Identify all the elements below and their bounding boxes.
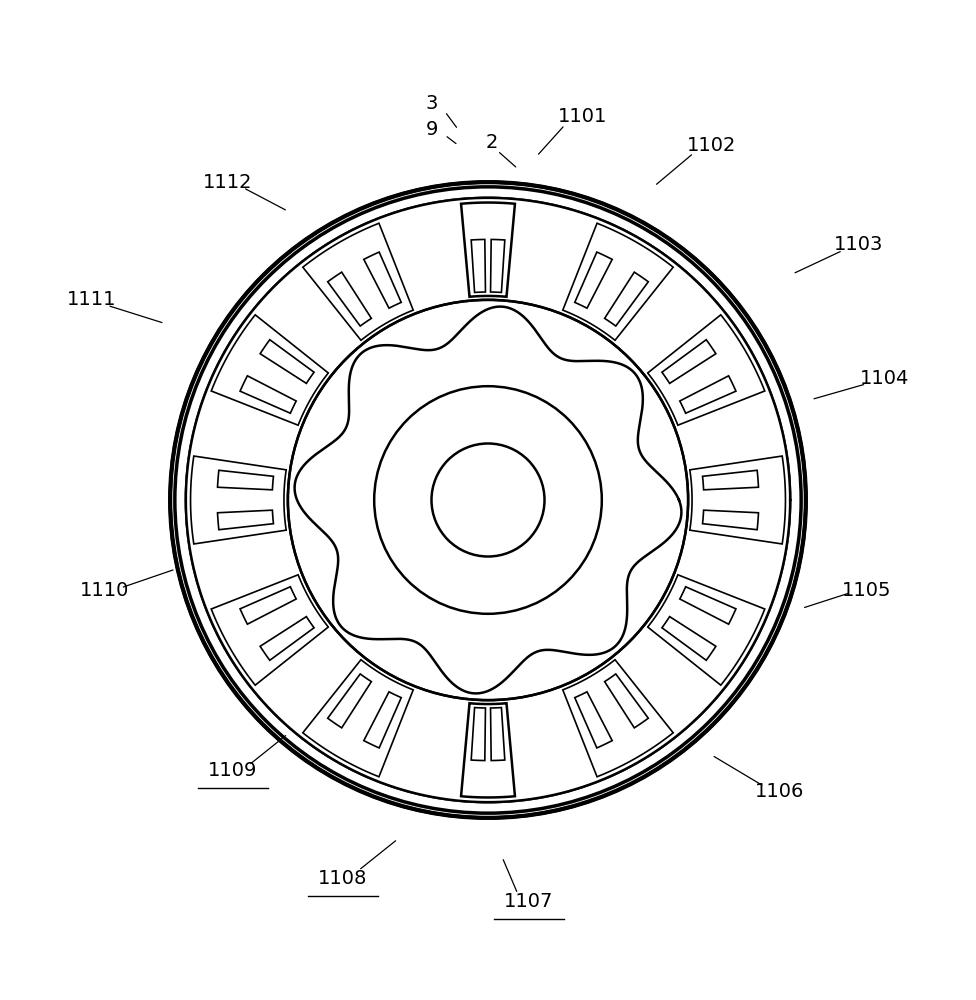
Circle shape	[185, 198, 791, 802]
Polygon shape	[703, 510, 758, 530]
Polygon shape	[261, 617, 314, 660]
Polygon shape	[491, 708, 505, 761]
Polygon shape	[218, 510, 273, 530]
Polygon shape	[604, 674, 648, 728]
Polygon shape	[690, 456, 786, 544]
Polygon shape	[328, 272, 372, 326]
Text: 2: 2	[486, 133, 498, 152]
Polygon shape	[303, 660, 413, 777]
Circle shape	[431, 443, 545, 557]
Polygon shape	[461, 703, 515, 797]
Polygon shape	[680, 587, 736, 624]
Polygon shape	[575, 692, 612, 748]
Text: 9: 9	[426, 120, 437, 139]
Circle shape	[288, 300, 688, 700]
Text: 1108: 1108	[318, 869, 368, 888]
Polygon shape	[240, 376, 296, 413]
Polygon shape	[662, 340, 715, 383]
Polygon shape	[648, 575, 765, 685]
Polygon shape	[218, 470, 273, 490]
Circle shape	[374, 386, 602, 614]
Polygon shape	[563, 223, 673, 340]
Polygon shape	[471, 239, 485, 292]
Polygon shape	[240, 587, 296, 624]
Polygon shape	[211, 575, 328, 685]
Text: 1106: 1106	[755, 782, 804, 801]
Polygon shape	[185, 198, 791, 802]
Polygon shape	[575, 252, 612, 308]
Polygon shape	[648, 315, 765, 425]
Text: 1103: 1103	[834, 235, 883, 254]
Text: 1101: 1101	[557, 107, 607, 126]
Text: 1110: 1110	[80, 581, 130, 600]
Polygon shape	[662, 617, 715, 660]
Text: 1107: 1107	[505, 892, 553, 911]
Polygon shape	[703, 470, 758, 490]
Text: 1111: 1111	[67, 290, 116, 309]
Polygon shape	[303, 223, 413, 340]
Text: 3: 3	[426, 94, 437, 113]
Polygon shape	[364, 692, 401, 748]
Polygon shape	[563, 660, 673, 777]
Polygon shape	[364, 252, 401, 308]
Polygon shape	[471, 708, 485, 761]
Text: 1109: 1109	[208, 761, 258, 780]
Polygon shape	[295, 307, 681, 693]
Polygon shape	[261, 340, 314, 383]
Polygon shape	[190, 456, 286, 544]
Polygon shape	[211, 315, 328, 425]
Polygon shape	[461, 203, 515, 297]
Polygon shape	[491, 239, 505, 292]
Circle shape	[175, 187, 801, 813]
Text: 1112: 1112	[203, 173, 252, 192]
Polygon shape	[328, 674, 372, 728]
Text: 1102: 1102	[687, 136, 736, 155]
Text: 1104: 1104	[860, 369, 909, 388]
Polygon shape	[604, 272, 648, 326]
Polygon shape	[680, 376, 736, 413]
Text: 1105: 1105	[841, 581, 891, 600]
Circle shape	[170, 182, 806, 818]
